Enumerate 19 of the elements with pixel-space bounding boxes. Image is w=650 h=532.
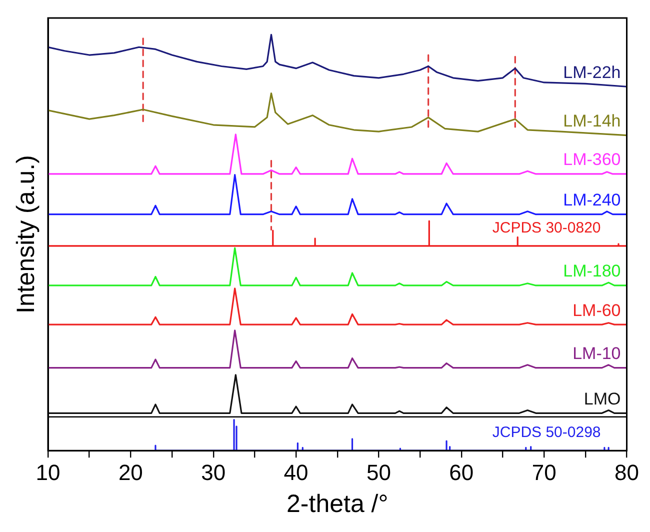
series-label: LM-14h [563,111,621,130]
series-label: LM-180 [563,262,621,281]
y-axis-title: Intensity (a.u.) [12,155,40,314]
series-label: LM-10 [572,344,621,364]
series-label: LM-240 [563,190,621,210]
series-label: LM-22h [563,62,621,82]
series-label: JCPDS 30-0820 [492,220,601,237]
x-tick-label: 50 [366,460,391,485]
x-tick-label: 20 [118,460,143,485]
series-label: LMO [584,389,621,408]
x-tick-label: 60 [449,460,474,485]
series-label: LM-360 [563,150,621,170]
x-tick-label: 30 [201,460,226,485]
x-tick-label: 80 [614,460,640,485]
x-tick-label: 70 [532,460,556,485]
series-label: LM-60 [572,300,621,320]
x-tick-label: 40 [284,460,308,485]
x-tick-label: 10 [36,460,60,485]
x-axis-title: 2-theta /° [286,490,388,518]
